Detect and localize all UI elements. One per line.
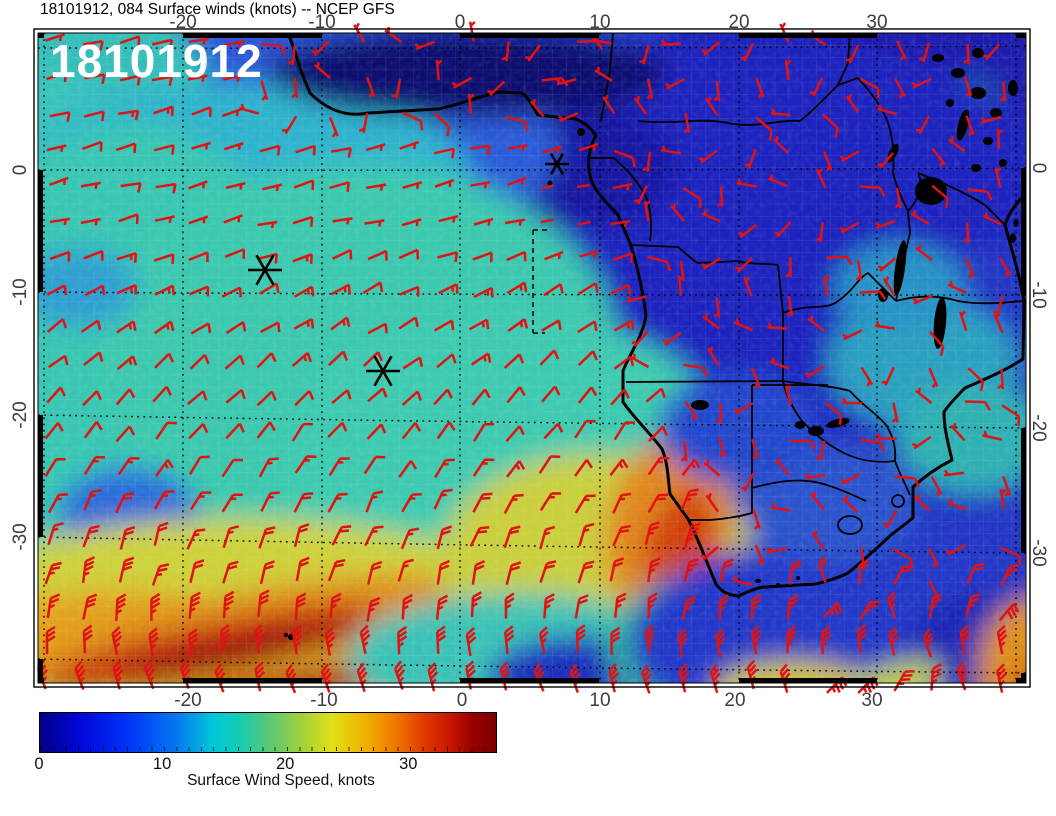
lon-tick-top-20: 20 bbox=[728, 12, 750, 33]
dashed-maritime-boundary bbox=[532, 229, 547, 334]
africa-coastline bbox=[286, 33, 1026, 598]
map-frame bbox=[33, 28, 1031, 688]
colorbar-tick-10: 10 bbox=[152, 755, 172, 773]
lon-tick-top-0: 0 bbox=[454, 12, 466, 33]
lon-tick-bottom-30: 30 bbox=[861, 690, 883, 711]
colorbar-title: Surface Wind Speed, knots bbox=[187, 772, 375, 789]
colorbar-minor-ticks bbox=[41, 747, 495, 751]
colorbar-tick-0: 0 bbox=[34, 755, 44, 773]
lat-tick-left--10: -10 bbox=[10, 278, 31, 306]
map-datetime-label: 18101912 bbox=[50, 35, 263, 87]
lon-tick-top-10: 10 bbox=[589, 12, 611, 33]
wind-speed-field bbox=[38, 33, 1026, 683]
graticule bbox=[38, 33, 1026, 683]
colorbar-tick-30: 30 bbox=[399, 755, 418, 773]
wind-map-canvas bbox=[33, 21, 1031, 694]
lat-tick-right--30: -30 bbox=[1028, 539, 1049, 567]
lat-tick-left-0: 0 bbox=[10, 164, 31, 176]
colorbar bbox=[39, 712, 497, 753]
lon-tick-bottom--20: -20 bbox=[174, 690, 202, 711]
plot-title: 18101912, 084 Surface winds (knots) -- N… bbox=[40, 1, 395, 18]
lat-tick-left--20: -20 bbox=[10, 401, 31, 429]
lat-tick-right--10: -10 bbox=[1028, 281, 1049, 309]
map-panel: 18101912 bbox=[33, 21, 1031, 694]
lon-tick-top--10: -10 bbox=[308, 12, 336, 33]
station-markers bbox=[248, 152, 569, 387]
lon-tick-bottom-0: 0 bbox=[456, 690, 468, 711]
colorbar-tick-20: 20 bbox=[276, 755, 295, 773]
lakes-islands bbox=[284, 48, 1019, 640]
lat-tick-right--20: -20 bbox=[1028, 414, 1049, 442]
lon-tick-top-30: 30 bbox=[866, 12, 888, 33]
lon-tick-top--20: -20 bbox=[169, 12, 197, 33]
lon-tick-bottom--10: -10 bbox=[310, 690, 338, 711]
lat-tick-right-0: 0 bbox=[1028, 162, 1049, 174]
wind-barbs bbox=[36, 21, 1022, 694]
lon-tick-bottom-20: 20 bbox=[724, 690, 746, 711]
lon-tick-bottom-10: 10 bbox=[589, 690, 611, 711]
lat-tick-left--30: -30 bbox=[10, 523, 31, 551]
